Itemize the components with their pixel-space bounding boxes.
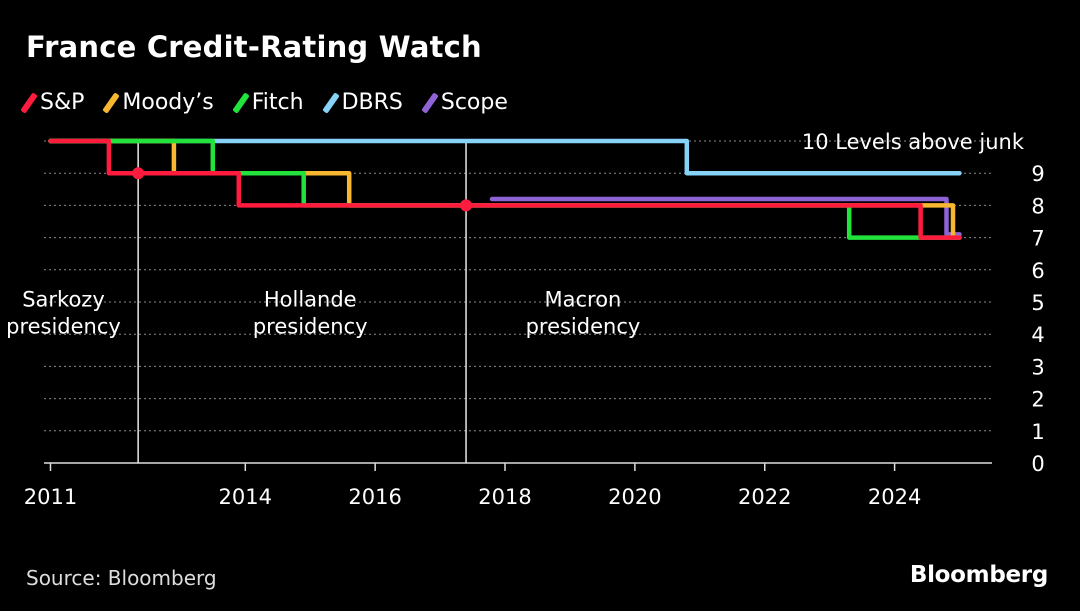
y-tick-label-9: 9 <box>1031 162 1044 186</box>
x-tick-label-2024: 2024 <box>868 485 921 509</box>
x-tick-label-2011: 2011 <box>24 485 77 509</box>
legend-item-moodys: Moody’s <box>102 90 214 115</box>
y-tick-label-3: 3 <box>1031 355 1044 379</box>
presidency-annotation-2-line-1: Hollande <box>264 287 357 311</box>
presidency-annotation-1-line-1: Sarkozy <box>22 287 105 311</box>
y-tick-label-7: 7 <box>1031 227 1044 251</box>
top-level-annotation: 10 Levels above junk <box>802 130 1025 154</box>
presidency-marker-dot-1 <box>132 167 145 180</box>
legend-item-sp: S&P <box>20 90 85 115</box>
legend-item-fitch: Fitch <box>231 90 304 115</box>
source-note: Source: Bloomberg <box>26 566 217 590</box>
chart-title: France Credit-Rating Watch <box>26 30 482 64</box>
presidency-annotation-3-line-1: Macron <box>544 287 621 311</box>
series-line-fitch <box>48 138 962 240</box>
presidency-annotation-2-line-2: presidency <box>253 314 368 338</box>
bloomberg-logo: Bloomberg <box>909 562 1048 588</box>
legend-item-dbrs: DBRS <box>321 90 403 115</box>
presidency-marker-dot-2 <box>460 199 473 212</box>
presidency-annotation-3-line-2: presidency <box>526 314 641 338</box>
y-tick-label-5: 5 <box>1031 291 1044 315</box>
legend-label-scope: Scope <box>440 90 508 115</box>
x-tick-label-2022: 2022 <box>738 485 791 509</box>
x-tick-label-2018: 2018 <box>478 485 531 509</box>
legend-label-moodys: Moody’s <box>122 90 214 115</box>
y-tick-label-4: 4 <box>1031 323 1044 347</box>
y-tick-label-0: 0 <box>1031 452 1044 476</box>
series-line-dbrs <box>48 138 962 176</box>
legend-label-dbrs: DBRS <box>341 90 403 115</box>
x-tick-label-2020: 2020 <box>608 485 661 509</box>
legend-label-sp: S&P <box>40 90 85 115</box>
legend-item-scope: Scope <box>421 90 508 115</box>
y-tick-label-1: 1 <box>1031 420 1044 444</box>
legend: S&P Moody’s Fitch DBRS Scope <box>20 90 508 115</box>
series-line-sp <box>48 138 962 240</box>
series-line-moodys <box>48 138 962 240</box>
x-tick-label-2016: 2016 <box>348 485 401 509</box>
y-tick-label-6: 6 <box>1031 259 1044 283</box>
legend-label-fitch: Fitch <box>251 90 304 115</box>
x-tick-label-2014: 2014 <box>219 485 272 509</box>
y-tick-label-2: 2 <box>1031 388 1044 412</box>
presidency-annotation-1-line-2: presidency <box>6 314 121 338</box>
y-tick-label-8: 8 <box>1031 194 1044 218</box>
